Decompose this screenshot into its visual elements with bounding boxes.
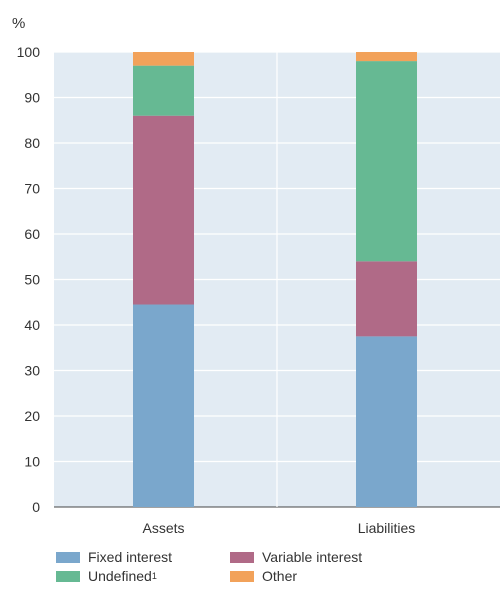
legend-item-fixed-interest: Fixed interest: [56, 548, 172, 566]
bar-segment: [356, 261, 417, 337]
x-tick-label: Assets: [142, 520, 184, 536]
bar-segment: [133, 304, 194, 507]
legend-item-variable-interest: Variable interest: [230, 548, 362, 566]
legend-swatch-variable-interest: [230, 551, 254, 563]
legend-swatch-other: [230, 570, 254, 582]
x-tick-label: Liabilities: [358, 520, 416, 536]
y-tick-label: 60: [24, 226, 40, 242]
y-tick-label: 20: [24, 408, 40, 424]
bar-segment: [356, 61, 417, 262]
y-tick-label: 0: [32, 499, 40, 515]
y-tick-label: 30: [24, 363, 40, 379]
y-tick-label: 10: [24, 454, 40, 470]
legend-label-fixed-interest: Fixed interest: [88, 549, 173, 565]
gridlines: [54, 51, 500, 508]
legend-label-other: Other: [262, 568, 298, 584]
bar-segment: [356, 52, 417, 62]
y-tick-label: 70: [24, 181, 40, 197]
legend-item-other: Other: [230, 567, 297, 585]
bar-segment: [133, 52, 194, 66]
legend-label-undefined: Undefined: [88, 568, 152, 584]
bar-segment: [133, 115, 194, 305]
y-tick-label: 50: [24, 272, 40, 288]
y-tick-labels: 0 10 20 30 40 50 60 70 80 90 100: [17, 44, 41, 515]
legend-item-undefined: Undefined 1: [56, 567, 157, 585]
bar-segment: [356, 336, 417, 507]
legend-swatch-undefined: [56, 570, 80, 582]
y-tick-label: 80: [24, 135, 40, 151]
x-tick-labels: Assets Liabilities: [142, 520, 415, 536]
legend-label-variable-interest: Variable interest: [262, 549, 363, 565]
bars: [133, 52, 417, 507]
legend: Fixed interest Variable interest Undefin…: [56, 548, 476, 588]
bar-segment: [133, 65, 194, 116]
y-unit-label: %: [12, 15, 25, 32]
y-tick-label: 40: [24, 317, 40, 333]
legend-swatch-fixed-interest: [56, 551, 80, 563]
y-tick-label: 100: [17, 44, 41, 60]
stacked-bar-chart: % 0 10 20 30 40 50 60 70 80 90 100 Assets Liabiliti…: [12, 15, 500, 536]
y-tick-label: 90: [24, 90, 40, 106]
